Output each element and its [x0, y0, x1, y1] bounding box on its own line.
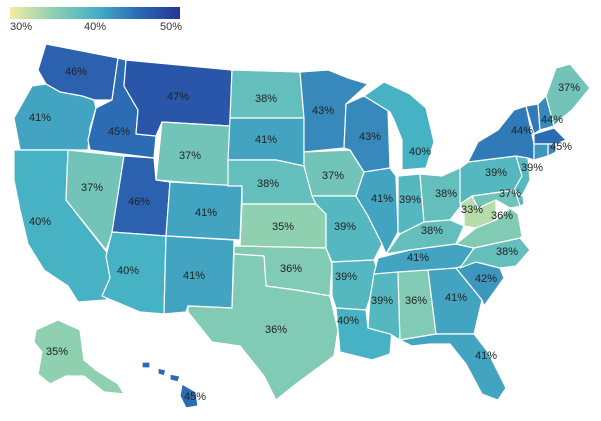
state-fl[interactable]	[399, 333, 507, 401]
state-ma[interactable]	[533, 127, 567, 145]
state-label-tn: 41%	[407, 252, 429, 264]
state-label-id: 45%	[108, 126, 130, 138]
state-label-nj: 39%	[521, 162, 543, 174]
state-label-ks: 35%	[272, 221, 294, 233]
state-label-va: 36%	[491, 210, 513, 222]
state-mi[interactable]	[363, 81, 435, 171]
state-tx[interactable]	[187, 253, 339, 401]
state-label-ca: 40%	[29, 216, 51, 228]
state-label-sc: 42%	[475, 273, 497, 285]
state-label-wi: 43%	[359, 131, 381, 143]
state-ny[interactable]	[467, 105, 535, 163]
state-label-md: 37%	[499, 188, 521, 200]
state-label-wa: 46%	[65, 66, 87, 78]
state-label-la: 40%	[337, 315, 359, 327]
state-label-ar: 39%	[335, 271, 357, 283]
state-ga[interactable]	[427, 267, 483, 335]
state-label-fl: 41%	[475, 350, 497, 362]
state-label-nc: 38%	[496, 246, 518, 258]
state-label-ny: 44%	[511, 125, 533, 137]
state-label-ut: 46%	[128, 196, 150, 208]
state-label-wy: 37%	[179, 150, 201, 162]
state-label-ne: 38%	[257, 178, 279, 190]
state-label-or: 41%	[29, 112, 51, 124]
legend-max-label: 50%	[160, 21, 183, 33]
state-label-hi: 45%	[184, 391, 206, 403]
state-label-oh: 38%	[435, 188, 457, 200]
state-label-mn: 43%	[312, 105, 334, 117]
state-label-ia: 37%	[322, 170, 344, 182]
state-label-pa: 39%	[485, 167, 507, 179]
state-label-ma: 45%	[550, 141, 572, 153]
state-label-nd: 38%	[255, 93, 277, 105]
state-label-vt: 44%	[541, 114, 563, 126]
state-label-ak: 35%	[46, 346, 68, 358]
state-label-in: 39%	[399, 194, 421, 206]
legend-gradient-bar	[10, 7, 180, 19]
state-label-tx: 36%	[265, 324, 287, 336]
state-label-mi: 40%	[409, 146, 431, 158]
legend-mid-label: 40%	[84, 21, 107, 33]
state-label-ga: 41%	[445, 292, 467, 304]
state-la[interactable]	[335, 307, 393, 361]
state-label-ok: 36%	[280, 263, 302, 275]
state-ak[interactable]	[33, 319, 125, 395]
state-label-ms: 39%	[371, 295, 393, 307]
state-label-nm: 41%	[183, 270, 205, 282]
state-label-sd: 41%	[255, 134, 277, 146]
state-label-wv: 33%	[461, 204, 483, 216]
state-label-il: 41%	[371, 193, 393, 205]
color-legend: 30% 40% 50%	[10, 4, 183, 36]
state-label-co: 41%	[195, 207, 217, 219]
state-label-ky: 38%	[421, 225, 443, 237]
state-label-mt: 47%	[167, 91, 189, 103]
state-ct[interactable]	[533, 143, 549, 161]
state-label-al: 36%	[405, 295, 427, 307]
state-label-nv: 37%	[81, 182, 103, 194]
state-label-az: 40%	[117, 265, 139, 277]
state-label-mo: 39%	[334, 221, 356, 233]
state-me[interactable]	[545, 63, 591, 127]
state-hi[interactable]	[141, 361, 199, 409]
state-ri[interactable]	[547, 143, 557, 157]
state-label-me: 37%	[558, 82, 580, 94]
legend-min-label: 30%	[10, 21, 33, 33]
state-ar[interactable]	[331, 259, 379, 311]
